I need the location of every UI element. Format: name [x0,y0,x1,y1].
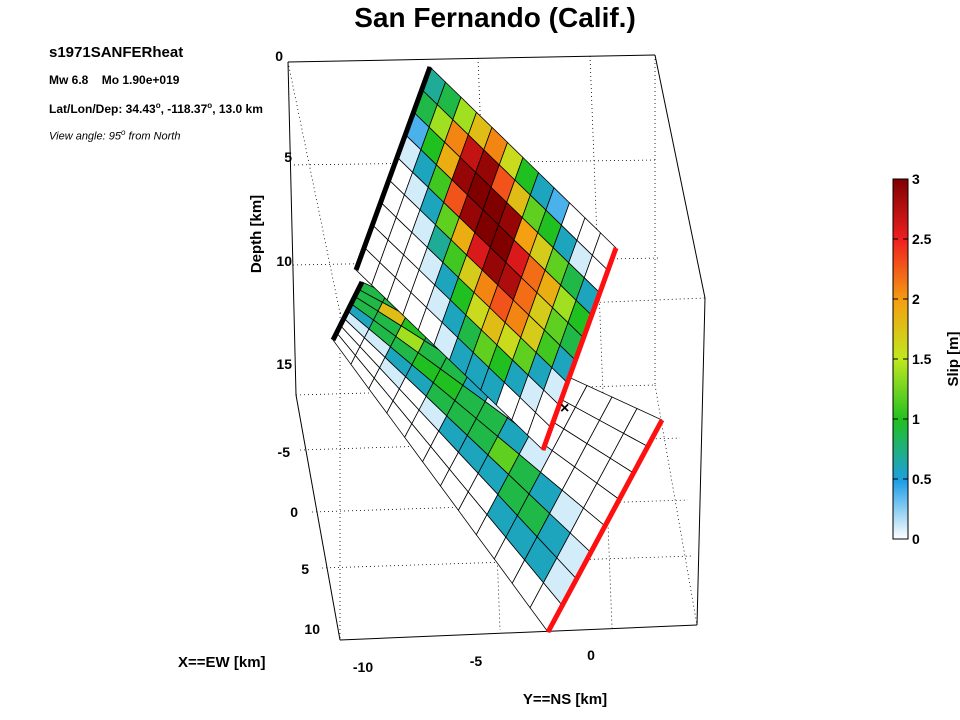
depth-tick: 0 [275,48,283,64]
ns-axis-label: Y==NS [km] [523,691,607,708]
colorbar-label: Slip [m] [945,331,960,386]
colorbar: 0 0.5 1 1.5 2 2.5 3 Slip [m] [892,171,960,547]
depth-tick: 10 [276,253,292,269]
depth-tick: 5 [284,149,292,165]
colorbar-tick: 3 [912,171,920,187]
depth-axis: 0 5 10 15 [275,48,292,372]
lon-value: , -118.37 [160,102,208,116]
degree-mark: o [120,128,126,137]
colorbar-tick: 2.5 [912,231,932,247]
fault-edges [330,66,665,634]
lower-segment-top-edge [330,280,365,342]
ew-axis: -5 0 5 10 [278,444,321,637]
ns-tick: 0 [587,647,595,663]
degree-mark: o [207,101,213,110]
mo-value: Mo 1.90e+019 [101,73,180,87]
chart-title: San Fernando (Calif.) [354,2,636,33]
colorbar-tick: 1.5 [912,351,932,367]
fault-segments [332,66,663,633]
ns-tick: -10 [353,659,373,675]
degree-mark: o [155,101,161,110]
colorbar-tick: 1 [912,411,920,427]
view-angle-suffix: from North [125,130,181,143]
upper-segment-surface-trace [540,247,619,451]
ew-tick: 10 [304,621,320,637]
depth-axis-label: Depth [km] [248,195,265,273]
hypocenter-marker: × [560,400,569,417]
magnitude-line: Mw 6.8 Mo 1.90e+019 [49,73,179,87]
mw-value: Mw 6.8 [49,73,89,87]
view-angle-prefix: View angle: 95 [49,130,121,143]
upper-fault-segment [355,66,617,451]
ns-tick: -5 [470,653,483,669]
colorbar-tick: 0.5 [912,471,932,487]
ns-axis: -10 -5 0 [353,647,595,675]
depth-tick: 15 [276,356,292,372]
colorbar-tick: 2 [912,291,920,307]
event-id: s1971SANFERheat [49,44,184,61]
colorbar-tick: 0 [912,531,920,547]
lower-segment-surface-trace [545,418,665,634]
lat-value: Lat/Lon/Dep: 34.43 [49,102,156,116]
view-angle-line: View angle: 95o from North [49,128,180,143]
depth-value: , 13.0 km [212,102,263,116]
ew-axis-label: X==EW [km] [178,654,266,671]
ew-tick: 0 [290,504,298,520]
ew-tick: 5 [301,561,309,577]
ew-tick: -5 [278,444,291,460]
upper-segment-top-edge [353,66,433,271]
location-line: Lat/Lon/Dep: 34.43o, -118.37o, 13.0 km [49,101,263,116]
